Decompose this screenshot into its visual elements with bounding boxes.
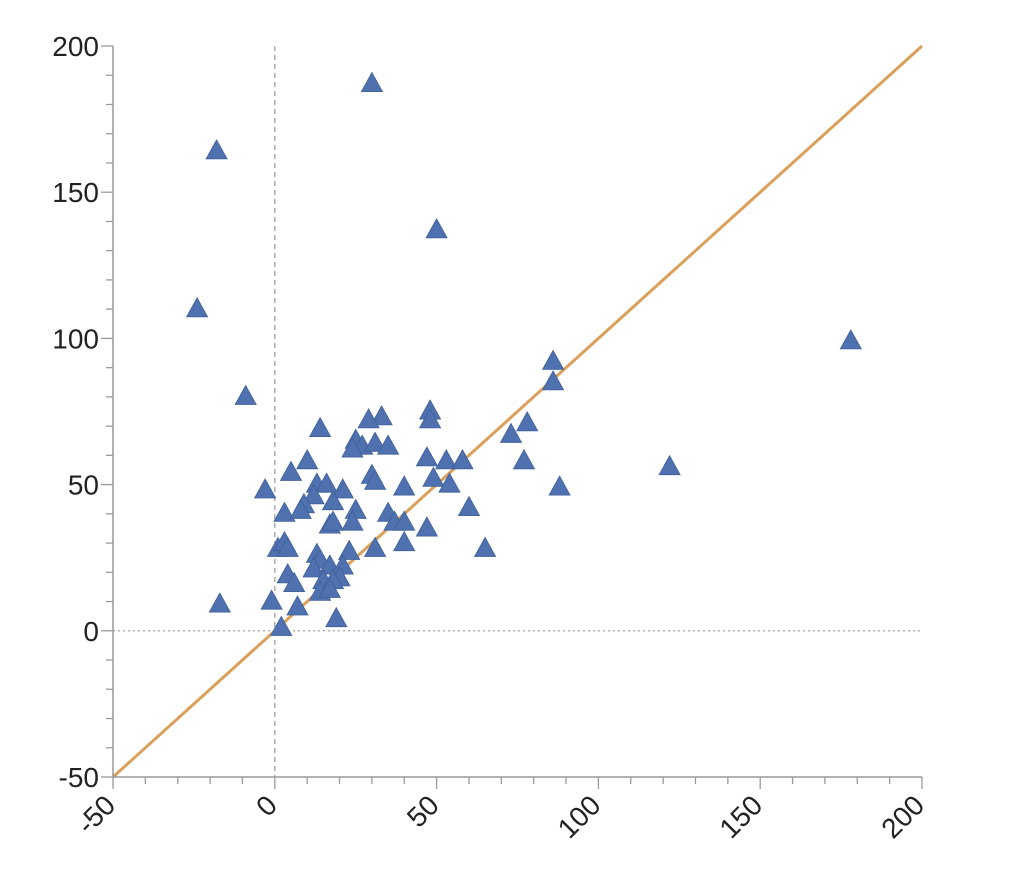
data-point <box>658 454 681 476</box>
data-point <box>321 510 345 531</box>
data-point <box>325 606 348 628</box>
data-point <box>516 410 539 432</box>
y-tick-label: 100 <box>52 323 99 354</box>
y-tick-label: 0 <box>83 616 99 647</box>
data-point <box>260 589 283 610</box>
data-point <box>393 530 416 552</box>
data-point <box>418 408 442 429</box>
data-point <box>425 217 448 239</box>
data-point <box>331 478 354 499</box>
x-tick-label: -50 <box>71 789 122 840</box>
data-point <box>415 446 439 467</box>
data-point <box>234 384 257 405</box>
data-point <box>839 329 862 350</box>
y-tick-label: 200 <box>52 31 99 62</box>
data-point <box>438 472 461 493</box>
data-point <box>393 475 416 496</box>
data-point <box>302 484 325 505</box>
x-tick-label: 0 <box>250 789 283 822</box>
data-point <box>370 405 393 426</box>
x-tick-label: 50 <box>401 789 445 833</box>
data-point <box>341 510 364 531</box>
data-points <box>185 71 862 636</box>
x-tick-label: 200 <box>875 789 930 844</box>
data-point <box>302 557 325 578</box>
data-point <box>315 472 338 493</box>
data-point <box>344 498 367 519</box>
data-point <box>512 448 536 470</box>
data-point <box>185 296 209 318</box>
data-point <box>208 592 231 613</box>
data-point <box>473 536 497 557</box>
axes <box>101 45 923 789</box>
data-point <box>422 466 445 487</box>
data-point <box>318 577 341 598</box>
data-point <box>279 460 303 481</box>
data-point <box>338 539 361 560</box>
x-tick-label: 150 <box>713 789 768 844</box>
data-point <box>308 416 332 438</box>
data-point <box>341 437 364 458</box>
data-point <box>548 475 571 496</box>
data-point <box>363 536 387 557</box>
data-point <box>435 448 458 470</box>
data-point <box>283 571 306 592</box>
data-point <box>363 469 387 490</box>
y-tick-label: -50 <box>59 762 99 793</box>
x-tick-label: 100 <box>552 789 607 844</box>
data-point <box>363 431 387 452</box>
data-point <box>296 448 319 470</box>
data-point <box>205 139 228 160</box>
y-tick-label: 150 <box>52 177 99 208</box>
data-point <box>286 595 309 616</box>
data-point <box>321 489 345 511</box>
data-point <box>499 422 523 443</box>
data-point <box>541 349 565 370</box>
data-point <box>273 501 296 522</box>
reference-lines <box>111 44 924 779</box>
data-point <box>393 510 416 531</box>
data-point <box>360 71 384 92</box>
data-point <box>415 516 439 537</box>
y-tick-label: 50 <box>68 470 99 501</box>
data-point <box>289 498 312 519</box>
tick-labels: -50 0 50 100 150 200 -50 0 50 100 150 200 <box>52 31 930 844</box>
data-point <box>376 434 400 455</box>
data-point <box>357 408 380 429</box>
data-point <box>451 448 474 470</box>
data-point <box>457 495 481 516</box>
data-point <box>541 370 565 391</box>
identity-line <box>111 44 924 779</box>
data-point <box>270 615 293 636</box>
data-point <box>276 536 299 557</box>
data-point <box>253 478 277 499</box>
